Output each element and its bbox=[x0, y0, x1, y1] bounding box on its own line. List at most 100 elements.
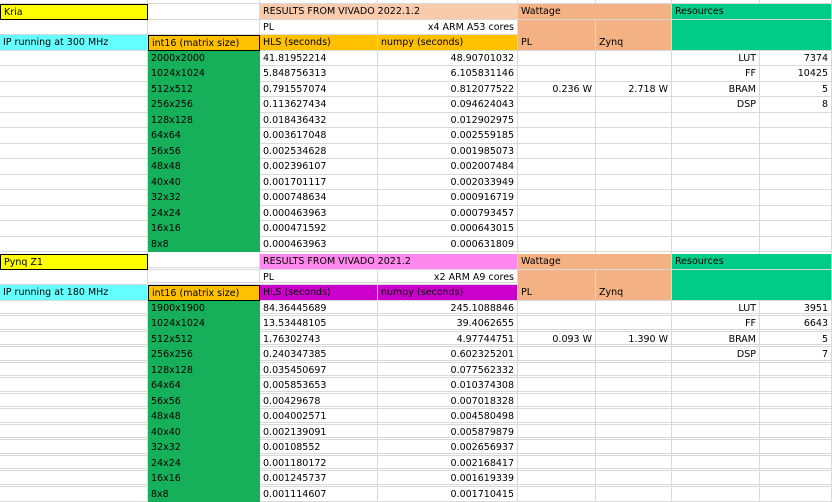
resource-value-cell[interactable]: 3951 bbox=[760, 301, 832, 317]
hls-header-cell[interactable]: HLS (seconds) bbox=[260, 35, 378, 51]
hls-time-cell[interactable]: 0.001180172 bbox=[260, 456, 378, 472]
resource-name-cell[interactable]: LUT bbox=[672, 301, 760, 317]
blank-cell[interactable] bbox=[518, 206, 596, 222]
blank-cell[interactable] bbox=[0, 206, 148, 222]
blank-cell[interactable] bbox=[760, 190, 832, 206]
blank-cell[interactable] bbox=[596, 316, 672, 332]
matrix-size-cell[interactable]: 56x56 bbox=[148, 394, 260, 410]
hls-time-cell[interactable]: 0.001701117 bbox=[260, 175, 378, 191]
wattage-pl-label[interactable]: PL bbox=[518, 35, 596, 51]
numpy-time-cell[interactable]: 6.105831146 bbox=[378, 66, 518, 82]
blank-cell[interactable] bbox=[518, 347, 596, 363]
numpy-time-cell[interactable]: 0.000643015 bbox=[378, 221, 518, 237]
numpy-time-cell[interactable]: 0.812077522 bbox=[378, 82, 518, 98]
matrix-size-cell[interactable]: 8x8 bbox=[148, 237, 260, 253]
resource-value-cell[interactable]: 7374 bbox=[760, 51, 832, 67]
numpy-header-cell[interactable]: numpy (seconds) bbox=[378, 35, 518, 51]
device-title-cell[interactable]: Pynq Z1 bbox=[0, 254, 148, 270]
hls-time-cell[interactable]: 0.002534628 bbox=[260, 144, 378, 160]
blank-cell[interactable] bbox=[518, 159, 596, 175]
blank-cell[interactable] bbox=[518, 113, 596, 129]
blank-cell[interactable] bbox=[596, 425, 672, 441]
numpy-time-cell[interactable]: 0.002033949 bbox=[378, 175, 518, 191]
matrix-size-cell[interactable]: 16x16 bbox=[148, 471, 260, 487]
numpy-time-cell[interactable]: 0.094624043 bbox=[378, 97, 518, 113]
blank-cell[interactable] bbox=[672, 440, 760, 456]
blank-cell[interactable] bbox=[518, 128, 596, 144]
resource-name-cell[interactable]: LUT bbox=[672, 51, 760, 67]
pl-label-cell[interactable]: PL bbox=[260, 270, 378, 286]
blank-cell[interactable] bbox=[596, 97, 672, 113]
hls-time-cell[interactable]: 41.81952214 bbox=[260, 51, 378, 67]
pl-wattage-value[interactable]: 0.093 W bbox=[518, 332, 596, 348]
blank-cell[interactable] bbox=[672, 409, 760, 425]
blank-cell[interactable] bbox=[672, 159, 760, 175]
matrix-size-cell[interactable]: 1900x1900 bbox=[148, 301, 260, 317]
blank-cell[interactable] bbox=[760, 394, 832, 410]
hls-time-cell[interactable]: 0.000463963 bbox=[260, 237, 378, 253]
resource-name-cell[interactable]: BRAM bbox=[672, 82, 760, 98]
matrix-size-cell[interactable]: 56x56 bbox=[148, 144, 260, 160]
blank-cell[interactable] bbox=[596, 440, 672, 456]
numpy-time-cell[interactable]: 0.002168417 bbox=[378, 456, 518, 472]
resource-value-cell[interactable]: 5 bbox=[760, 82, 832, 98]
hls-time-cell[interactable]: 0.003617048 bbox=[260, 128, 378, 144]
matrix-size-cell[interactable]: 24x24 bbox=[148, 456, 260, 472]
size-header-cell[interactable]: int16 (matrix size) bbox=[148, 285, 260, 301]
matrix-size-cell[interactable]: 32x32 bbox=[148, 190, 260, 206]
blank-cell[interactable] bbox=[518, 301, 596, 317]
blank-cell[interactable] bbox=[760, 425, 832, 441]
cores-label-cell[interactable]: x4 ARM A53 cores bbox=[378, 20, 518, 36]
blank-cell[interactable] bbox=[760, 113, 832, 129]
numpy-time-cell[interactable]: 4.97744751 bbox=[378, 332, 518, 348]
wattage-zynq-label[interactable]: Zynq bbox=[596, 35, 672, 51]
blank-cell[interactable] bbox=[760, 440, 832, 456]
blank-cell[interactable] bbox=[672, 456, 760, 472]
blank-cell[interactable] bbox=[518, 378, 596, 394]
numpy-time-cell[interactable]: 48.90701032 bbox=[378, 51, 518, 67]
blank-cell[interactable] bbox=[596, 144, 672, 160]
resource-value-cell[interactable]: 8 bbox=[760, 97, 832, 113]
blank-cell[interactable] bbox=[0, 471, 148, 487]
blank-cell[interactable] bbox=[0, 378, 148, 394]
matrix-size-cell[interactable]: 1024x1024 bbox=[148, 66, 260, 82]
numpy-time-cell[interactable]: 0.001619339 bbox=[378, 471, 518, 487]
blank-cell[interactable] bbox=[518, 425, 596, 441]
blank-cell[interactable] bbox=[596, 128, 672, 144]
resource-name-cell[interactable]: FF bbox=[672, 66, 760, 82]
blank-cell[interactable] bbox=[148, 270, 260, 286]
blank-cell[interactable] bbox=[0, 20, 148, 36]
blank-cell[interactable] bbox=[0, 51, 148, 67]
blank-cell[interactable] bbox=[760, 363, 832, 379]
blank-cell[interactable] bbox=[518, 409, 596, 425]
hls-time-cell[interactable]: 13.53448105 bbox=[260, 316, 378, 332]
matrix-size-cell[interactable]: 24x24 bbox=[148, 206, 260, 222]
resource-value-cell[interactable]: 10425 bbox=[760, 66, 832, 82]
blank-cell[interactable] bbox=[0, 301, 148, 317]
blank-cell[interactable] bbox=[760, 409, 832, 425]
blank-cell[interactable] bbox=[760, 378, 832, 394]
blank-cell[interactable] bbox=[672, 128, 760, 144]
size-header-cell[interactable]: int16 (matrix size) bbox=[148, 35, 260, 51]
numpy-time-cell[interactable]: 0.000631809 bbox=[378, 237, 518, 253]
blank-cell[interactable] bbox=[0, 221, 148, 237]
wattage-title-cell[interactable]: Wattage bbox=[518, 254, 672, 270]
resources-fill-cell[interactable] bbox=[672, 270, 832, 301]
blank-cell[interactable] bbox=[0, 66, 148, 82]
blank-cell[interactable] bbox=[0, 190, 148, 206]
wattage-zynq-label[interactable]: Zynq bbox=[596, 285, 672, 301]
resource-value-cell[interactable]: 6643 bbox=[760, 316, 832, 332]
blank-cell[interactable] bbox=[596, 113, 672, 129]
blank-cell[interactable] bbox=[596, 456, 672, 472]
blank-cell[interactable] bbox=[0, 394, 148, 410]
matrix-size-cell[interactable]: 256x256 bbox=[148, 347, 260, 363]
numpy-time-cell[interactable]: 0.000916719 bbox=[378, 190, 518, 206]
blank-cell[interactable] bbox=[0, 82, 148, 98]
blank-cell[interactable] bbox=[672, 425, 760, 441]
blank-cell[interactable] bbox=[0, 332, 148, 348]
blank-cell[interactable] bbox=[0, 144, 148, 160]
blank-cell[interactable] bbox=[596, 51, 672, 67]
matrix-size-cell[interactable]: 16x16 bbox=[148, 221, 260, 237]
blank-cell[interactable] bbox=[596, 159, 672, 175]
resource-value-cell[interactable]: 5 bbox=[760, 332, 832, 348]
